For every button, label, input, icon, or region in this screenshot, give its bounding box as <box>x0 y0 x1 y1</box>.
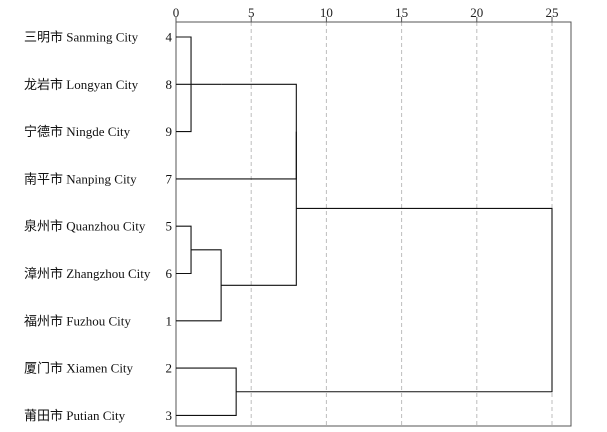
x-tick-label: 5 <box>248 5 255 20</box>
leaf-id-label: 2 <box>166 361 173 376</box>
dendrogram-links <box>176 36 553 416</box>
leaf-name-label: 泉州市 Quanzhou City <box>24 219 146 234</box>
leaf-id-label: 8 <box>166 77 173 92</box>
leaf-name-label: 厦门市 Xiamen City <box>24 361 134 376</box>
leaf-name-label: 宁德市 Ningde City <box>24 124 131 139</box>
leaf-name-label: 三明市 Sanming City <box>24 30 139 45</box>
leaf-name-label: 莆田市 Putian City <box>24 408 126 423</box>
leaf-id-label: 6 <box>166 266 173 281</box>
x-tick-label: 10 <box>320 5 333 20</box>
plot-frame <box>175 21 572 427</box>
leaf-name-label: 南平市 Nanping City <box>24 171 137 186</box>
leaf-name-label: 福州市 Fuzhou City <box>24 313 131 328</box>
x-axis: 0 5 10 15 20 25 <box>173 5 559 22</box>
x-tick-label: 20 <box>470 5 483 20</box>
leaf-id-label: 4 <box>166 30 173 45</box>
dendrogram-link <box>176 225 192 275</box>
leaf-labels: 三明市 Sanming City 4 龙岩市 Longyan City 8 宁德市 Ni… <box>24 30 173 423</box>
leaf-id-label: 7 <box>166 171 173 186</box>
leaf-id-label: 1 <box>166 313 173 328</box>
x-tick-label: 25 <box>546 5 559 20</box>
leaf-id-label: 3 <box>166 408 173 423</box>
leaf-id-label: 9 <box>166 124 173 139</box>
x-tick-label: 0 <box>173 5 180 20</box>
dendrogram-link <box>236 207 553 393</box>
dendrogram-link <box>176 367 237 416</box>
leaf-name-label: 龙岩市 Longyan City <box>24 77 139 92</box>
leaf-id-label: 5 <box>166 219 173 234</box>
dendrogram-link <box>221 131 297 286</box>
dendrogram-link <box>176 83 297 180</box>
dendrogram-link <box>176 249 222 322</box>
leaf-name-label: 漳州市 Zhangzhou City <box>24 266 151 281</box>
x-tick-label: 15 <box>395 5 408 20</box>
